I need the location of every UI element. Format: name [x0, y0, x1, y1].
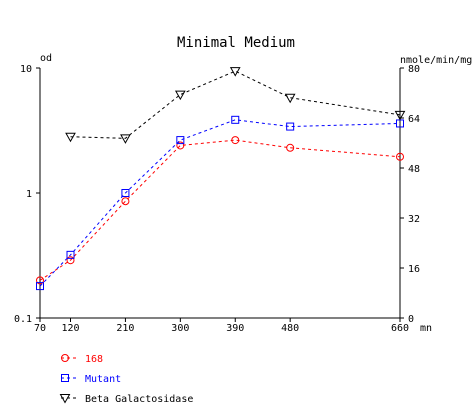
data-point-triangle-marker [394, 110, 406, 121]
left-tick-label: 1 [26, 189, 32, 200]
data-point-circle-marker [36, 276, 44, 285]
series-line [70, 70, 401, 139]
data-point-circle-marker [396, 152, 404, 161]
legend-label: 168 [85, 354, 103, 365]
series-2 [36, 115, 404, 291]
x-tick-label: 300 [171, 323, 189, 334]
right-tick-label: 80 [408, 64, 420, 75]
data-point-square-marker [176, 136, 185, 145]
right-tick-label: 32 [408, 214, 420, 225]
x-tick-label: 390 [226, 323, 244, 334]
data-point-square-marker [66, 250, 75, 259]
series-line [39, 119, 401, 287]
x-ticks: 70 120 210 300 390 480 660 [34, 318, 409, 334]
data-point-square-marker [286, 122, 295, 131]
data-point-circle-marker [121, 197, 130, 206]
left-tick-label: 0.1 [14, 314, 32, 325]
right-tick-label: 64 [408, 114, 420, 125]
left-ticks: 0.1 1 10 [14, 64, 40, 325]
data-point-triangle-marker [120, 134, 131, 144]
data-point-triangle-marker [229, 67, 241, 77]
x-tick-label: 660 [391, 323, 409, 334]
x-tick-label: 70 [34, 323, 46, 334]
series-1 [36, 136, 404, 285]
data-point-triangle-marker [284, 93, 296, 104]
right-ticks: 0 16 32 48 64 80 [400, 64, 420, 325]
legend-circle-marker [61, 354, 69, 362]
left-tick-label: 10 [20, 64, 32, 75]
data-point-circle-marker [286, 143, 295, 152]
legend-label: Mutant [85, 374, 121, 385]
legend-triangle-marker [59, 394, 71, 404]
x-tick-label: 480 [281, 323, 299, 334]
data-point-square-marker [121, 189, 130, 197]
right-tick-label: 0 [408, 314, 414, 325]
legend-item: Beta Galactosidase [59, 394, 193, 405]
data-point-triangle-marker [174, 90, 186, 101]
data-point-triangle-marker [65, 132, 76, 143]
legend-label: Beta Galactosidase [85, 394, 193, 405]
data-point-circle-marker [231, 136, 240, 145]
data-point-square-marker [36, 282, 44, 291]
legend-item: Mutant [61, 374, 121, 385]
x-tick-label: 210 [116, 323, 134, 334]
legend-item: 168 [61, 354, 103, 365]
legend-square-marker [61, 374, 69, 382]
legend: 168 Mutant Beta Galactosidase [59, 354, 193, 405]
series-3 [65, 67, 406, 144]
right-tick-label: 16 [408, 264, 420, 275]
series-layer [36, 67, 406, 291]
series-line [39, 139, 401, 281]
chart-title: Minimal Medium [177, 35, 295, 51]
x-tick-label: 120 [61, 323, 79, 334]
x-axis-unit: mn [420, 323, 432, 334]
right-tick-label: 48 [408, 164, 420, 175]
right-axis-label: nmole/min/mg [400, 55, 472, 66]
data-point-square-marker [231, 115, 240, 124]
data-point-circle-marker [176, 141, 185, 150]
data-point-circle-marker [66, 256, 75, 265]
left-axis-label: od [40, 53, 52, 64]
